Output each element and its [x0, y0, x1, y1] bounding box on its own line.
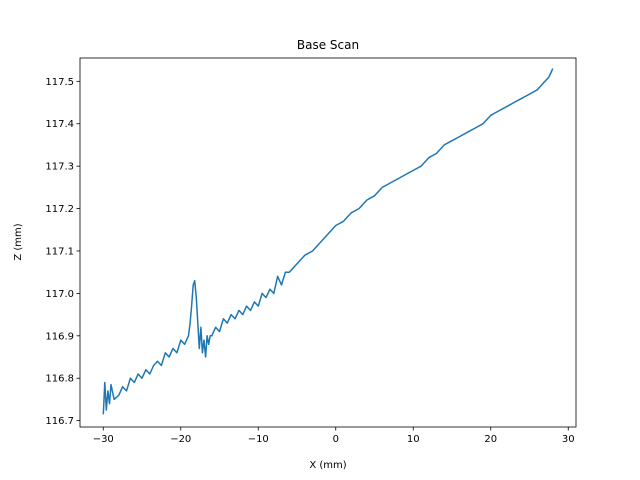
- plot-area: [102, 68, 554, 415]
- y-tick-label: 117.5: [45, 77, 74, 88]
- y-tick-label: 117.2: [45, 204, 74, 215]
- x-tick-label: −20: [170, 434, 191, 445]
- x-tick-label: 0: [333, 434, 339, 445]
- y-tick-label: 116.9: [45, 331, 74, 342]
- series-line: [102, 68, 554, 415]
- x-axis-label: X (mm): [309, 460, 346, 471]
- y-tick-label: 116.7: [45, 416, 74, 427]
- chart-title: Base Scan: [297, 38, 359, 52]
- x-tick-label: 20: [484, 434, 497, 445]
- y-axis-label: Z (mm): [13, 223, 24, 260]
- x-tick-label: −30: [93, 434, 114, 445]
- x-axis: −30 −20 −10 0 10 20 30: [93, 427, 575, 445]
- x-tick-label: 10: [407, 434, 420, 445]
- y-axis: 116.7 116.8 116.9 117.0 117.1 117.2 117.3 117.4…: [45, 77, 80, 427]
- x-tick-label: 30: [562, 434, 575, 445]
- axes-frame: [79, 57, 577, 428]
- x-tick-label: −10: [248, 434, 269, 445]
- y-tick-label: 117.0: [45, 289, 74, 300]
- y-tick-label: 117.4: [45, 119, 74, 130]
- y-tick-label: 117.3: [45, 162, 74, 173]
- y-tick-label: 117.1: [45, 246, 74, 257]
- y-tick-label: 116.8: [45, 374, 74, 385]
